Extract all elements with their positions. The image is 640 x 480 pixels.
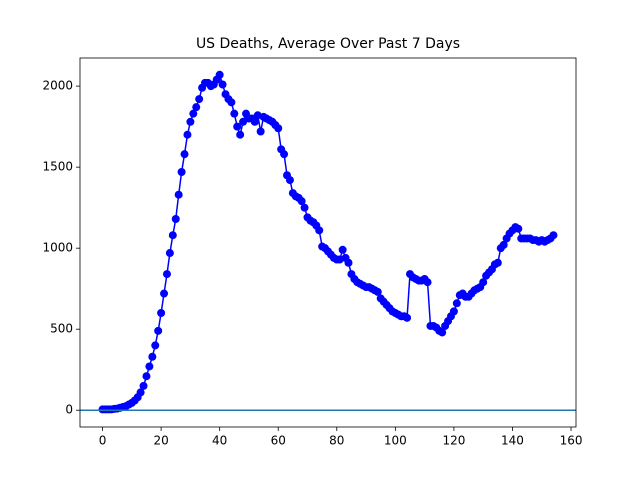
data-point bbox=[499, 240, 508, 249]
data-point bbox=[493, 258, 502, 267]
data-point bbox=[218, 80, 227, 89]
x-tick-label: 20 bbox=[153, 434, 168, 448]
x-tick-label: 60 bbox=[271, 434, 286, 448]
x-tick-label: 160 bbox=[560, 434, 583, 448]
data-point bbox=[280, 150, 289, 159]
y-tick-label: 2000 bbox=[42, 79, 73, 93]
y-tick-label: 1000 bbox=[42, 241, 73, 255]
x-tick-label: 80 bbox=[329, 434, 344, 448]
data-point bbox=[300, 203, 309, 212]
data-point bbox=[189, 109, 198, 118]
data-point bbox=[177, 168, 186, 177]
data-point bbox=[256, 127, 265, 136]
x-tick-label: 0 bbox=[99, 434, 107, 448]
data-point bbox=[285, 176, 294, 185]
data-point bbox=[449, 307, 458, 316]
x-tick-label: 100 bbox=[384, 434, 407, 448]
data-point bbox=[236, 130, 245, 139]
data-point bbox=[233, 122, 242, 131]
data-point bbox=[344, 258, 353, 267]
data-point bbox=[514, 224, 523, 233]
data-point bbox=[403, 313, 412, 322]
data-point bbox=[230, 109, 239, 118]
data-point bbox=[239, 117, 248, 126]
data-point bbox=[168, 231, 177, 240]
data-point bbox=[479, 278, 488, 287]
x-tick-label: 40 bbox=[212, 434, 227, 448]
data-point bbox=[250, 117, 259, 126]
data-point bbox=[148, 352, 157, 361]
data-point bbox=[192, 103, 201, 112]
data-point bbox=[171, 215, 180, 224]
data-point bbox=[157, 308, 166, 317]
data-point bbox=[373, 287, 382, 296]
data-point bbox=[423, 278, 432, 287]
data-point bbox=[549, 231, 558, 240]
data-point bbox=[136, 388, 145, 397]
data-point bbox=[186, 117, 195, 126]
data-point bbox=[145, 362, 154, 371]
plot-frame bbox=[79, 57, 577, 428]
data-point bbox=[180, 150, 189, 159]
data-point bbox=[297, 197, 306, 206]
x-tick-label: 120 bbox=[442, 434, 465, 448]
data-point bbox=[142, 372, 151, 381]
data-point bbox=[274, 124, 283, 133]
data-point bbox=[227, 98, 236, 107]
data-point bbox=[183, 130, 192, 139]
data-point bbox=[165, 249, 174, 258]
data-point bbox=[215, 70, 224, 79]
data-point bbox=[162, 270, 171, 279]
chart-title: US Deaths, Average Over Past 7 Days bbox=[196, 36, 460, 52]
x-tick-label: 140 bbox=[501, 434, 524, 448]
data-point bbox=[174, 190, 183, 199]
y-tick-label: 500 bbox=[50, 322, 73, 336]
data-point bbox=[452, 299, 461, 308]
data-point bbox=[438, 328, 447, 337]
data-point bbox=[151, 341, 160, 350]
data-point bbox=[195, 95, 204, 104]
data-point bbox=[338, 245, 347, 254]
y-tick-label: 1500 bbox=[42, 160, 73, 174]
y-tick-label: 0 bbox=[65, 403, 73, 417]
data-point bbox=[139, 381, 148, 390]
data-point bbox=[154, 326, 163, 335]
data-point bbox=[160, 289, 169, 298]
data-point bbox=[315, 226, 324, 235]
